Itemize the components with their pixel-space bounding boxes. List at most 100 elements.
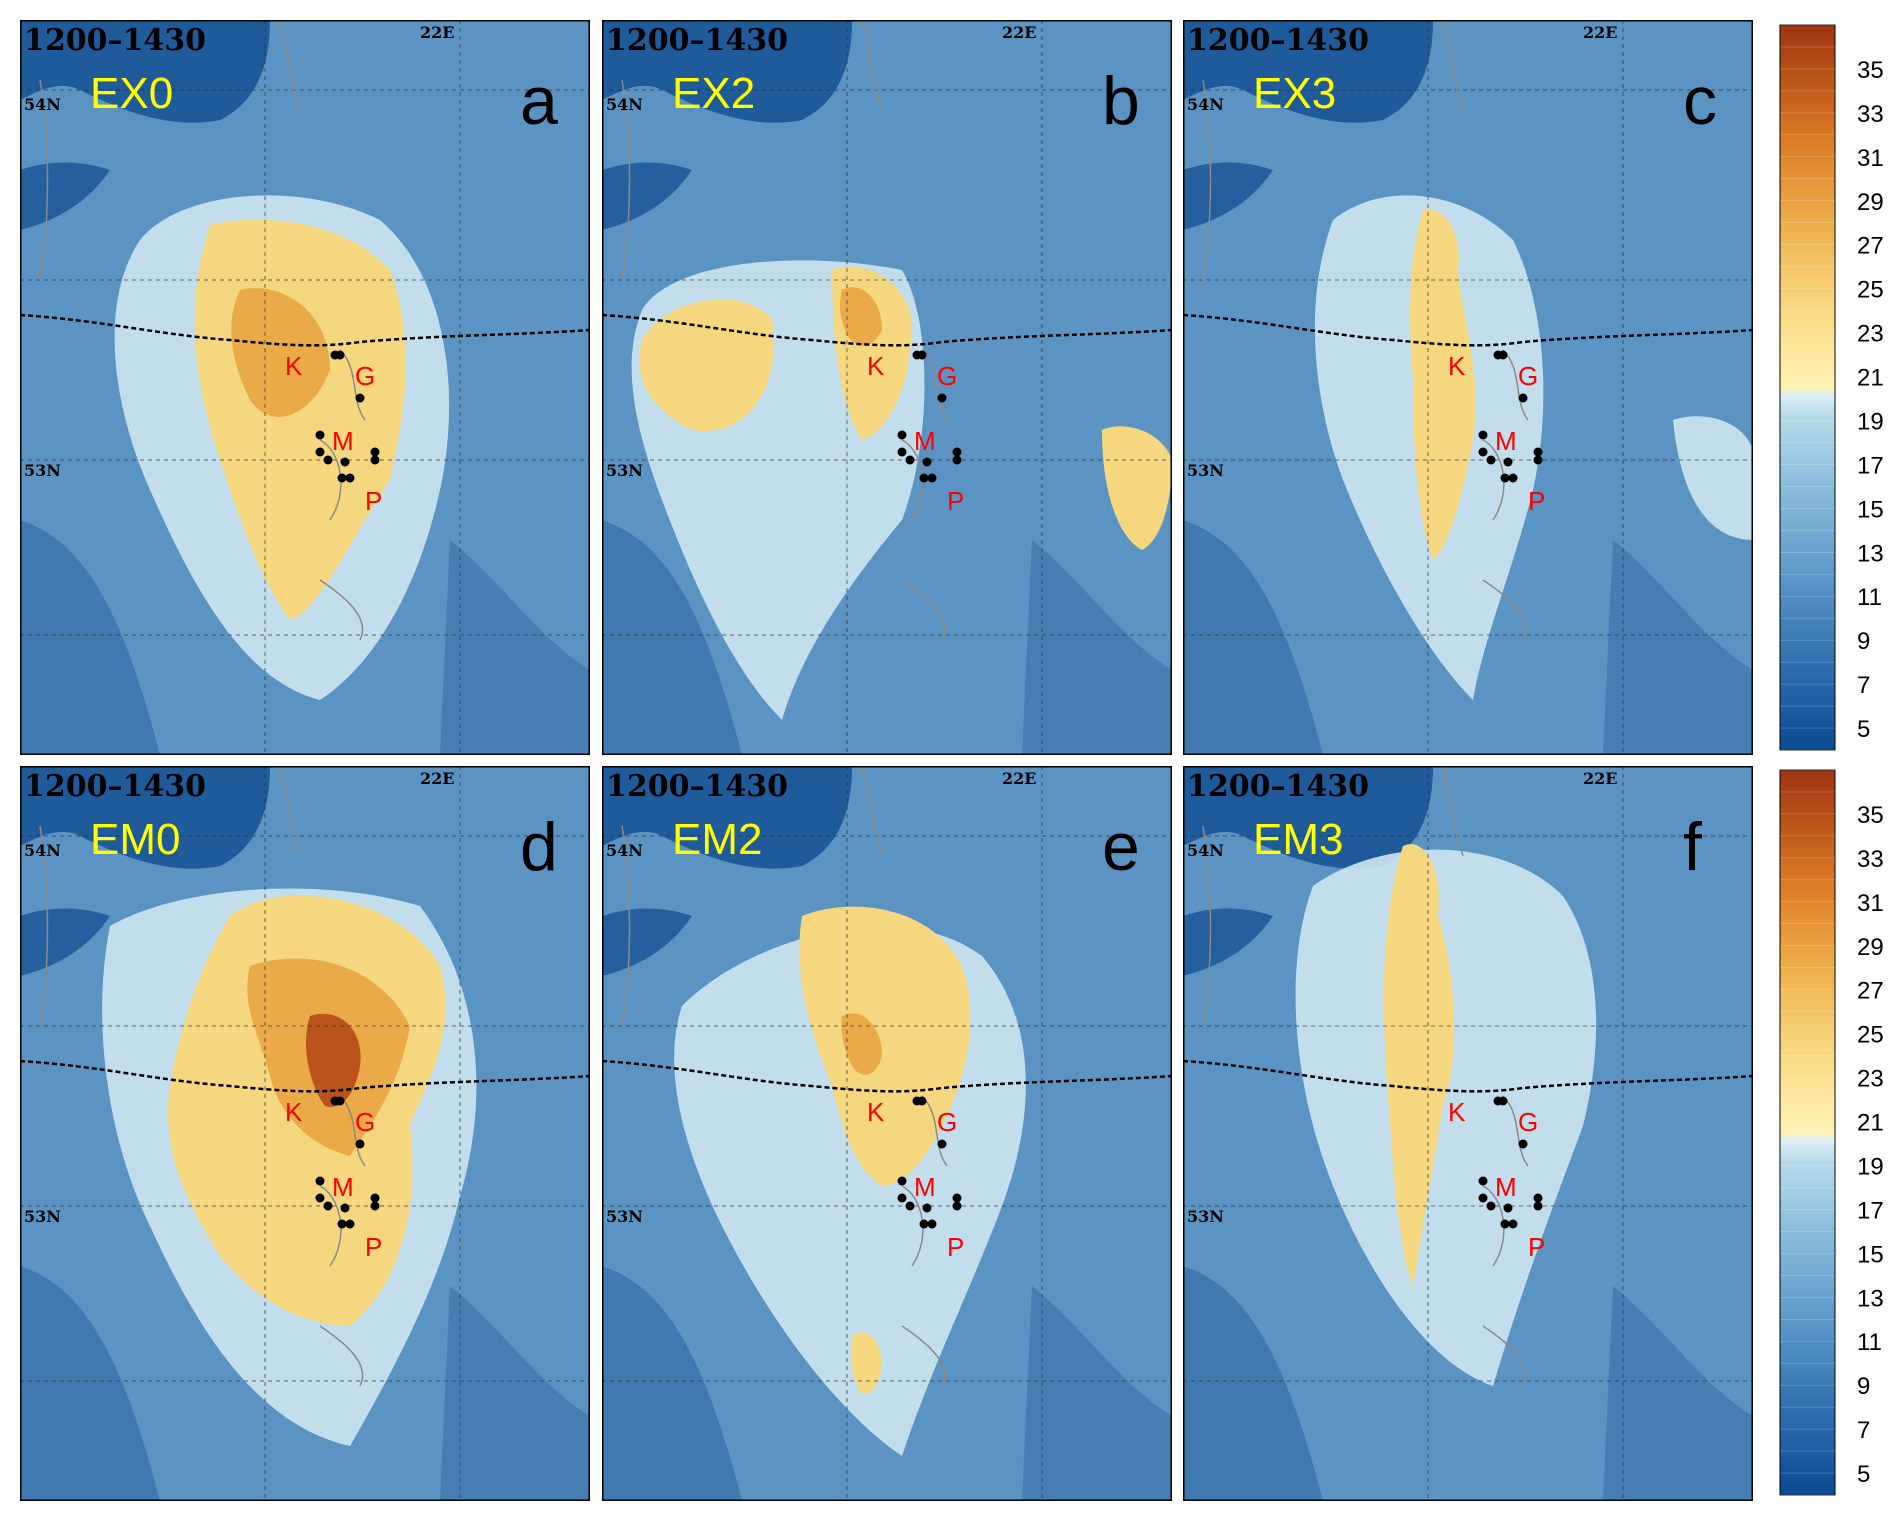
sea-area (602, 766, 852, 869)
dark-streak-area (1183, 520, 1323, 755)
station-dot (370, 455, 380, 465)
experiment-label: EM0 (90, 815, 180, 864)
station-dot (1533, 1193, 1543, 1203)
colorbar-tick-label: 35 (1857, 57, 1884, 84)
station-dot (1478, 1193, 1488, 1203)
station-dot (937, 1139, 947, 1149)
city-label-M: M (914, 426, 936, 456)
city-label-G: G (937, 1107, 957, 1137)
colorbar-tick-label: 5 (1857, 716, 1870, 743)
city-label-G: G (355, 1107, 375, 1137)
lat-label-lower: 53N (606, 1207, 643, 1226)
station-dot (1503, 1203, 1513, 1213)
colorbar-tick-label: 27 (1857, 233, 1884, 260)
panel-letter: f (1683, 809, 1702, 885)
city-label-M: M (332, 426, 354, 456)
colorbar-tick-label: 9 (1857, 628, 1870, 655)
sea-area (1183, 766, 1433, 869)
station-dot (1508, 1219, 1518, 1229)
lon-label: 22E (1002, 23, 1036, 42)
dark-streak-area (602, 1266, 742, 1501)
precip-field-higher (231, 288, 330, 417)
city-label-K: K (1448, 351, 1466, 381)
colorbar-tick-label: 25 (1857, 1022, 1884, 1049)
time-label: 1200–1430 (1187, 23, 1369, 58)
city-label-K: K (285, 351, 303, 381)
panel-letter: a (520, 63, 558, 139)
station-dot (897, 1193, 907, 1203)
station-dot (1518, 393, 1528, 403)
station-dot (370, 447, 380, 457)
city-label-K: K (285, 1097, 303, 1127)
colorbar-tick-label: 19 (1857, 1153, 1884, 1180)
panel-frame (20, 20, 590, 755)
colorbar: 5 7 9 11 13 15 17 19 21 23 25 27 29 31 33 35 (1779, 769, 1884, 1496)
dark-streak-area (1022, 1286, 1172, 1501)
panel-letter: e (1102, 809, 1140, 885)
colorbar-tick-label: 35 (1857, 802, 1884, 829)
experiment-label: EX0 (90, 69, 173, 118)
station-dot (952, 455, 962, 465)
station-dot (315, 447, 325, 457)
station-dot (1533, 1201, 1543, 1211)
city-label-K: K (1448, 1097, 1466, 1127)
station-dot (315, 1193, 325, 1203)
dark-streak-area (1183, 1266, 1323, 1501)
station-dot (1478, 430, 1488, 440)
panel-frame (602, 766, 1172, 1501)
colorbar: 5 7 9 11 13 15 17 19 21 23 25 27 29 31 33 35 (1779, 24, 1884, 751)
station-dot (1498, 350, 1508, 360)
map-panel-c: K G MP 22E 54N 53N 1200–1430 EX3 c (1183, 20, 1753, 755)
time-label: 1200–1430 (24, 769, 206, 804)
station-dot (917, 1096, 927, 1106)
city-label-G: G (355, 361, 375, 391)
station-dot (937, 393, 947, 403)
station-dot (1478, 1176, 1488, 1186)
lon-label: 22E (1583, 769, 1617, 788)
coastline (39, 766, 366, 1387)
dark-streak-area (440, 540, 590, 755)
dark-streak-area (440, 1286, 590, 1501)
colorbar-tick-label: 31 (1857, 145, 1884, 172)
colorbar-tick-label: 23 (1857, 1066, 1884, 1093)
lagoon-area (20, 162, 110, 230)
city-label-M: M (914, 1172, 936, 1202)
coastline (1202, 20, 1529, 641)
experiment-label: EM2 (672, 815, 762, 864)
station-dot (897, 447, 907, 457)
station-dot (335, 1096, 345, 1106)
lat-label-lower: 53N (24, 461, 61, 480)
colorbar-tick-label: 13 (1857, 540, 1884, 567)
station-dot (917, 350, 927, 360)
station-dot (922, 457, 932, 467)
panel-letter: b (1102, 63, 1140, 139)
station-dot (1533, 455, 1543, 465)
city-label-P: P (1528, 1232, 1545, 1262)
city-label-M: M (332, 1172, 354, 1202)
lat-label-upper: 54N (24, 841, 61, 860)
sea-area (602, 20, 852, 123)
time-label: 1200–1430 (606, 769, 788, 804)
colorbar-tick-label: 23 (1857, 321, 1884, 348)
lagoon-area (20, 908, 110, 976)
station-dot (370, 1201, 380, 1211)
station-dot (323, 1201, 333, 1211)
lon-label: 22E (420, 23, 454, 42)
colorbar-tick-label: 33 (1857, 101, 1884, 128)
station-dot (337, 473, 347, 483)
colorbar-tick-label: 19 (1857, 408, 1884, 435)
experiment-label: EX2 (672, 69, 755, 118)
city-label-M: M (1495, 426, 1517, 456)
station-dot (919, 473, 929, 483)
colorbar-tick-label: 17 (1857, 1197, 1884, 1224)
dark-streak-area (1603, 1286, 1753, 1501)
station-dot (952, 447, 962, 457)
station-dot (922, 1203, 932, 1213)
station-dot (340, 1203, 350, 1213)
border-line (1183, 313, 1753, 347)
panel-frame (1183, 20, 1753, 755)
panel-frame (602, 20, 1172, 755)
city-label-G: G (937, 361, 957, 391)
dark-streak-area (20, 1266, 160, 1501)
